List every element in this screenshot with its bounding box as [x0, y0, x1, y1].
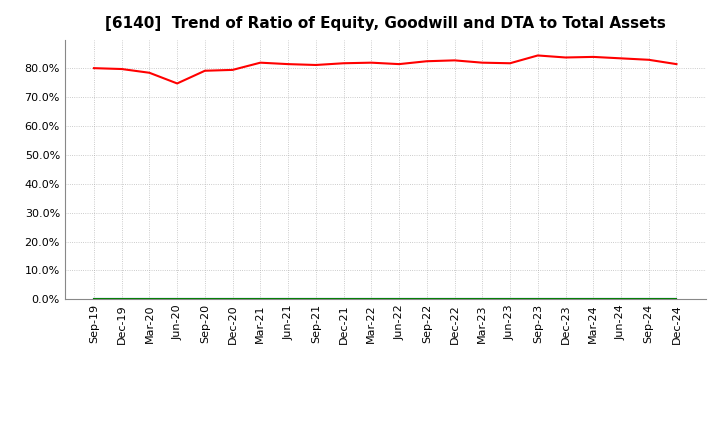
Deferred Tax Assets — [395, 297, 403, 302]
Equity — [534, 53, 542, 58]
Equity — [478, 60, 487, 65]
Deferred Tax Assets — [173, 297, 181, 302]
Deferred Tax Assets — [89, 297, 98, 302]
Goodwill — [117, 297, 126, 302]
Equity — [644, 57, 653, 62]
Deferred Tax Assets — [228, 297, 237, 302]
Deferred Tax Assets — [201, 297, 210, 302]
Equity — [284, 62, 292, 67]
Equity — [423, 59, 431, 64]
Equity — [256, 60, 265, 65]
Equity — [228, 67, 237, 73]
Deferred Tax Assets — [534, 297, 542, 302]
Deferred Tax Assets — [561, 297, 570, 302]
Equity — [367, 60, 376, 65]
Goodwill — [423, 297, 431, 302]
Goodwill — [89, 297, 98, 302]
Equity — [89, 66, 98, 71]
Goodwill — [256, 297, 265, 302]
Title: [6140]  Trend of Ratio of Equity, Goodwill and DTA to Total Assets: [6140] Trend of Ratio of Equity, Goodwil… — [105, 16, 665, 32]
Deferred Tax Assets — [644, 297, 653, 302]
Goodwill — [616, 297, 625, 302]
Deferred Tax Assets — [312, 297, 320, 302]
Goodwill — [534, 297, 542, 302]
Equity — [312, 62, 320, 68]
Deferred Tax Assets — [367, 297, 376, 302]
Goodwill — [644, 297, 653, 302]
Equity — [505, 61, 514, 66]
Equity — [201, 68, 210, 73]
Deferred Tax Assets — [423, 297, 431, 302]
Deferred Tax Assets — [145, 297, 154, 302]
Equity — [339, 61, 348, 66]
Equity — [616, 56, 625, 61]
Line: Equity: Equity — [94, 55, 677, 84]
Deferred Tax Assets — [117, 297, 126, 302]
Goodwill — [173, 297, 181, 302]
Equity — [173, 81, 181, 86]
Equity — [450, 58, 459, 63]
Goodwill — [395, 297, 403, 302]
Equity — [672, 62, 681, 67]
Goodwill — [478, 297, 487, 302]
Goodwill — [367, 297, 376, 302]
Goodwill — [672, 297, 681, 302]
Equity — [117, 66, 126, 72]
Goodwill — [339, 297, 348, 302]
Deferred Tax Assets — [672, 297, 681, 302]
Deferred Tax Assets — [589, 297, 598, 302]
Goodwill — [145, 297, 154, 302]
Equity — [589, 54, 598, 59]
Deferred Tax Assets — [339, 297, 348, 302]
Goodwill — [450, 297, 459, 302]
Deferred Tax Assets — [505, 297, 514, 302]
Equity — [561, 55, 570, 60]
Goodwill — [505, 297, 514, 302]
Goodwill — [312, 297, 320, 302]
Deferred Tax Assets — [256, 297, 265, 302]
Goodwill — [284, 297, 292, 302]
Deferred Tax Assets — [616, 297, 625, 302]
Goodwill — [561, 297, 570, 302]
Deferred Tax Assets — [284, 297, 292, 302]
Goodwill — [589, 297, 598, 302]
Equity — [145, 70, 154, 75]
Deferred Tax Assets — [478, 297, 487, 302]
Equity — [395, 62, 403, 67]
Deferred Tax Assets — [450, 297, 459, 302]
Goodwill — [201, 297, 210, 302]
Goodwill — [228, 297, 237, 302]
